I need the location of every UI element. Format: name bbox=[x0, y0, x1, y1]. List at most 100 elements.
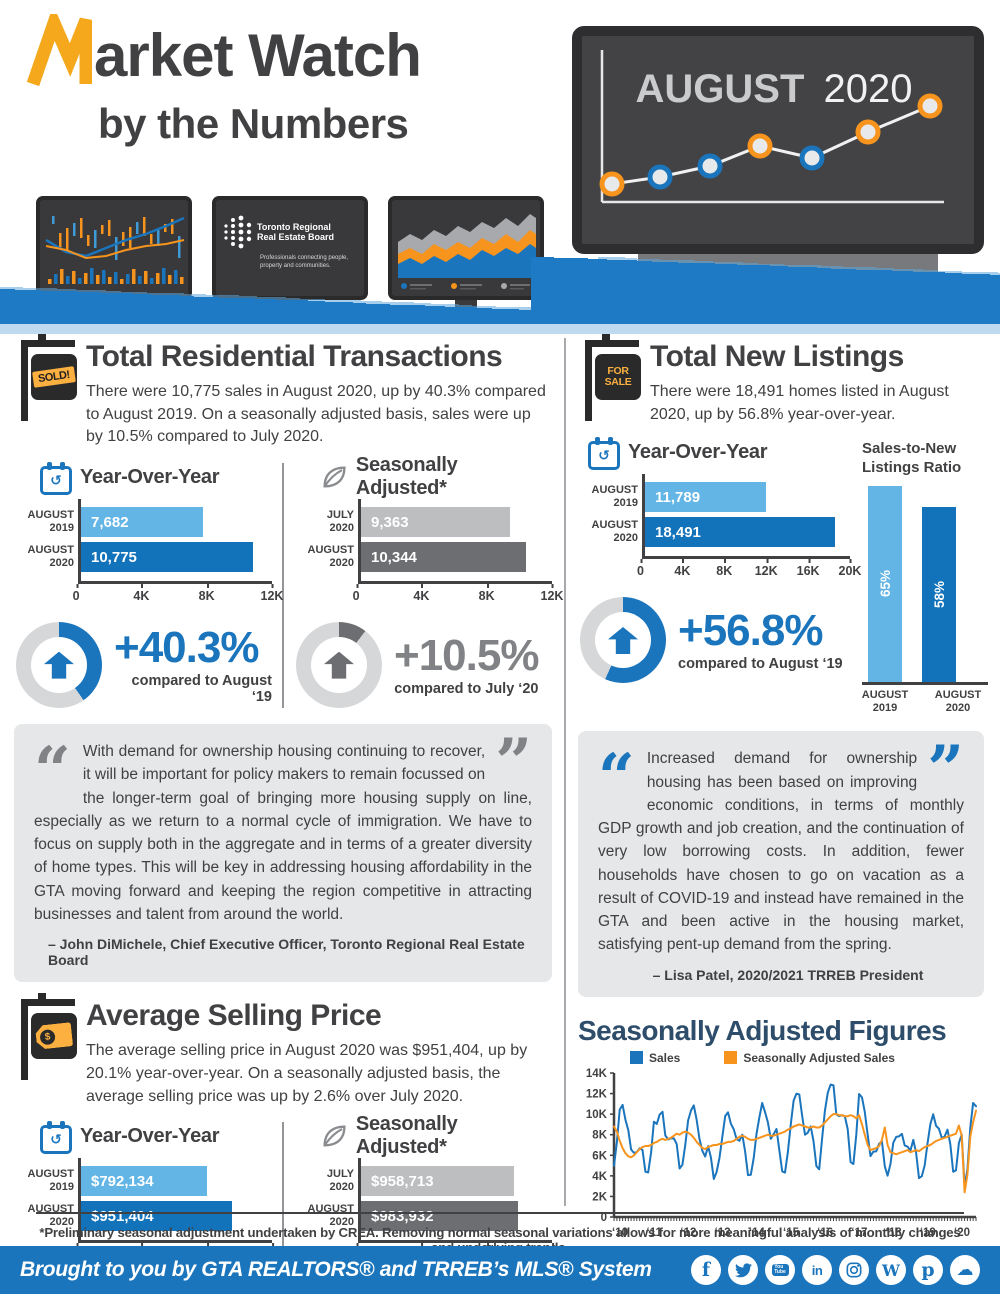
quote-text: With demand for ownership housing contin… bbox=[34, 743, 532, 923]
figures-title: Seasonally Adjusted Figures bbox=[578, 1014, 947, 1046]
bar: 10,775 bbox=[81, 542, 253, 573]
ratio-bar-value: 65% bbox=[877, 570, 893, 598]
sold-sign-icon: SOLD! bbox=[14, 334, 77, 424]
delta-percent: +56.8% bbox=[678, 605, 823, 655]
area-chart-illustration bbox=[398, 214, 536, 290]
footer-text: Brought to you by GTA REALTORS® and TRRE… bbox=[20, 1258, 652, 1281]
sa-sales-legend-label: Seasonally Adjusted Sales bbox=[743, 1050, 895, 1065]
column-divider bbox=[564, 338, 566, 1206]
page-title: arket Watch bbox=[94, 22, 422, 89]
open-quote-icon: “ bbox=[598, 740, 635, 816]
bar-track: 9,363 bbox=[361, 507, 552, 538]
left-column: SOLD! Total Residential Transactions The… bbox=[14, 334, 566, 1294]
axis-tick-label: 8K bbox=[478, 584, 495, 604]
header: arket Watch by the Numbers AUGUST 2020 bbox=[0, 0, 1000, 334]
bar-row: JULY 2020 $958,713 bbox=[294, 1166, 552, 1197]
x-axis-line bbox=[358, 581, 552, 585]
y-axis-tick-label: 0 bbox=[601, 1212, 607, 1224]
page-subtitle: by the Numbers bbox=[98, 100, 409, 147]
delta-percent: +10.5% bbox=[394, 630, 539, 680]
trreb-logo-tagline: Professionals connecting people, propert… bbox=[260, 255, 349, 269]
for-sale-sign-label: FOR SALE bbox=[604, 364, 632, 388]
header-bottom-strip bbox=[0, 324, 1000, 334]
bar-category-label: JULY 2020 bbox=[326, 1168, 354, 1194]
bar: 9,363 bbox=[361, 507, 511, 538]
x-axis-tick-label: ‘12 bbox=[680, 1227, 696, 1239]
delta-caption: compared to August ‘19 bbox=[678, 655, 843, 672]
facebook-icon[interactable]: f bbox=[691, 1255, 721, 1285]
axis-tick-label: 8K bbox=[716, 559, 733, 579]
subchart-heading: Year-Over-Year bbox=[628, 440, 768, 463]
quote-text: Increased demand for ownership housing h… bbox=[598, 750, 964, 954]
calendar-refresh-icon: ↺ bbox=[40, 461, 72, 495]
footer: Brought to you by GTA REALTORS® and TRRE… bbox=[0, 1246, 1000, 1294]
bar-row: AUGUST 2020 10,775 bbox=[14, 542, 272, 573]
bar-track: 10,775 bbox=[81, 542, 272, 573]
instagram-icon[interactable] bbox=[839, 1255, 869, 1285]
sales-legend-swatch bbox=[630, 1051, 643, 1065]
wordpress-icon[interactable]: W bbox=[876, 1255, 906, 1285]
x-axis: 0 4K 8K 12K 16K 20K bbox=[634, 559, 861, 581]
bar: $958,713 bbox=[361, 1166, 514, 1197]
bar-value-label: 10,775 bbox=[91, 548, 137, 566]
bar-plot-area: AUGUST 2019 $792,134 AUGUST 2020 $951,404 bbox=[14, 1158, 272, 1241]
ratio-category-label: AUGUST 2020 bbox=[934, 688, 982, 715]
bar-category-label: AUGUST 2020 bbox=[307, 543, 354, 570]
up-arrow-icon bbox=[608, 626, 638, 654]
tv-illustration: AUGUST 2020 bbox=[572, 26, 984, 254]
brand: arket Watch by the Numbers bbox=[26, 14, 422, 148]
bar-track: 10,344 bbox=[361, 542, 552, 573]
social-icons: f You Tube in W p ☁ bbox=[691, 1255, 980, 1285]
bar-category-label: AUGUST 2020 bbox=[27, 543, 74, 570]
bar-row: AUGUST 2019 7,682 bbox=[14, 507, 272, 538]
bar-category-label: AUGUST 2019 bbox=[27, 1168, 74, 1194]
sold-sign-label: SOLD! bbox=[32, 366, 76, 388]
youtube-icon[interactable]: You Tube bbox=[765, 1255, 795, 1285]
seasonally-adjusted-line-chart: 0 2K 4K 6K 8K 10K 12K 14K ‘10 ‘11 ‘12 ‘13 ‘14 ‘15 ‘16 ‘… bbox=[586, 1068, 977, 1239]
pinterest-icon[interactable]: p bbox=[913, 1255, 943, 1285]
quote-patel: “ ” Increased demand for ownership housi… bbox=[578, 731, 984, 997]
section-title-transactions: Total Residential Transactions bbox=[86, 340, 503, 373]
subchart-heading: Seasonally Adjusted* bbox=[355, 454, 458, 500]
candlestick-chart-illustration bbox=[45, 216, 185, 284]
twitter-icon[interactable] bbox=[728, 1255, 758, 1285]
logo-m-icon bbox=[26, 14, 92, 86]
monitor-candlestick bbox=[36, 196, 192, 320]
ratio-labels: AUGUST 2019 AUGUST 2020 bbox=[862, 685, 988, 715]
subchart-heading: Seasonally Adjusted* bbox=[355, 1113, 458, 1159]
tv-month-label: AUGUST bbox=[636, 67, 805, 111]
bar: 18,491 bbox=[645, 517, 835, 548]
open-quote-icon: “ bbox=[34, 733, 71, 809]
axis-tick-label: 0 bbox=[72, 584, 80, 604]
y-axis-tick-label: 2K bbox=[592, 1191, 607, 1203]
series-sales bbox=[613, 1083, 977, 1187]
series-seasonally-adjusted-sales bbox=[613, 1109, 977, 1193]
quote-dimichele: “ ” With demand for ownership housing co… bbox=[14, 724, 552, 983]
x-axis-tick-label: ‘17 bbox=[851, 1227, 867, 1239]
bar-track: 18,491 bbox=[645, 517, 850, 548]
tv-year-label: 2020 bbox=[824, 67, 913, 111]
bar-plot-area: AUGUST 2019 11,789 AUGUST 2020 18,491 bbox=[578, 474, 850, 557]
section-description-listings: There were 18,491 homes listed in August… bbox=[650, 383, 949, 423]
bar-category-label: AUGUST 2019 bbox=[591, 484, 638, 510]
chart-legend: Sales Seasonally Adjusted Sales bbox=[630, 1051, 984, 1065]
x-axis-tick-label: ‘18 bbox=[886, 1227, 903, 1239]
y-axis-tick-label: 12K bbox=[586, 1088, 608, 1100]
ratio-bar-value: 58% bbox=[931, 580, 947, 608]
linkedin-icon[interactable]: in bbox=[802, 1255, 832, 1285]
subchart-heading: Year-Over-Year bbox=[80, 1124, 220, 1147]
x-axis-tick-label: ‘11 bbox=[647, 1227, 663, 1239]
soundcloud-icon[interactable]: ☁ bbox=[950, 1255, 980, 1285]
trreb-logo-name: Toronto Regional Real Estate Board bbox=[257, 221, 335, 242]
bar-plot-area: AUGUST 2019 7,682 AUGUST 2020 10,775 bbox=[14, 499, 272, 582]
bar: 10,344 bbox=[361, 542, 526, 573]
bar-category-label: AUGUST 2020 bbox=[591, 519, 638, 545]
bar: 7,682 bbox=[81, 507, 204, 538]
bar-row: AUGUST 2019 $792,134 bbox=[14, 1166, 272, 1197]
axis-tick-label: 20K bbox=[838, 559, 862, 579]
x-axis: 0 4K 8K 12K bbox=[70, 584, 283, 606]
ratio-bar: 65% bbox=[868, 485, 902, 682]
ratio-category-label: AUGUST 2019 bbox=[861, 688, 909, 715]
listings-yoy-panel: ↺ Year-Over-Year AUGUST 2019 11,789 AUGUST 2… bbox=[578, 432, 861, 715]
delta-percent: +40.3% bbox=[114, 622, 259, 672]
